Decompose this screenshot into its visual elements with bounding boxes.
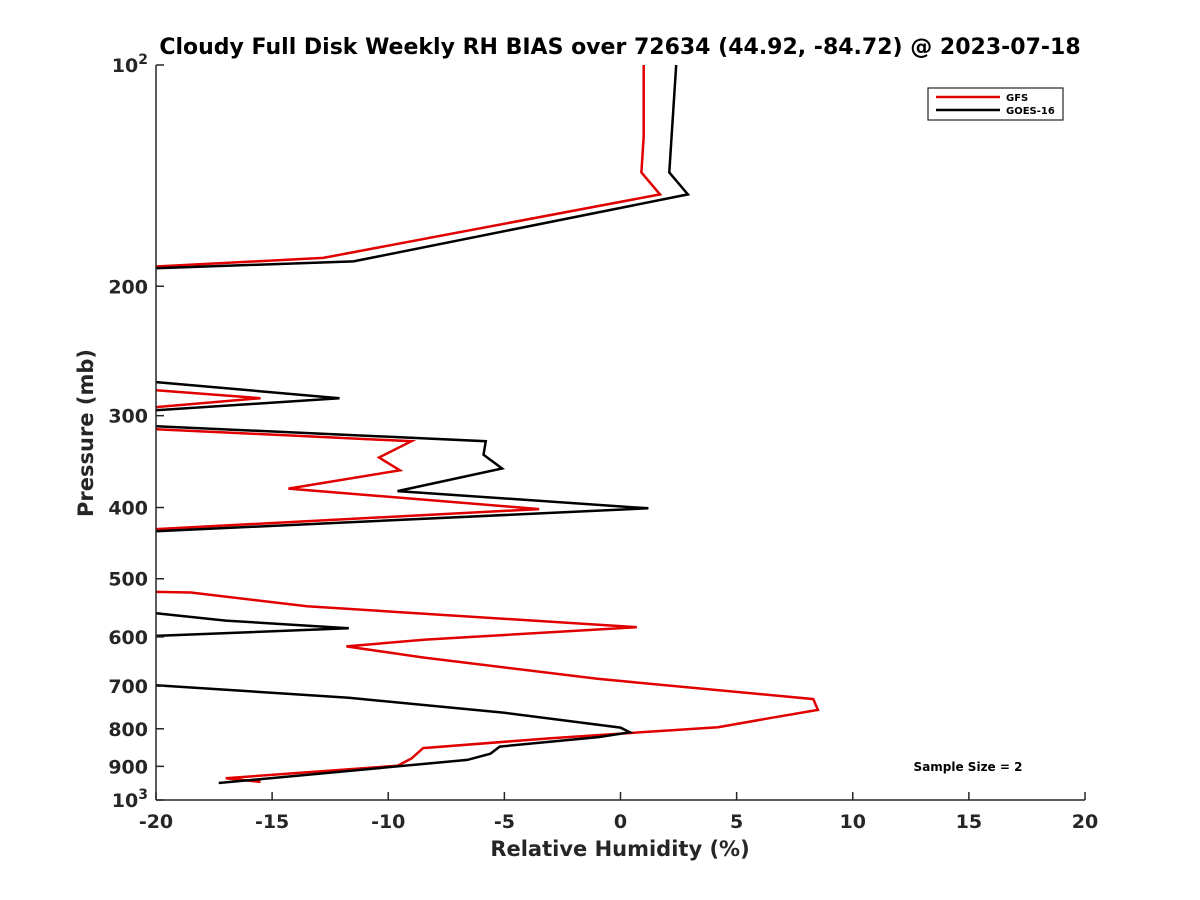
y-tick-label: 200 [108,276,148,298]
x-tick-label: -20 [139,811,173,833]
series-goes16-line-4 [155,683,634,785]
y-tick-label: 800 [108,719,148,741]
x-tick-label: 10 [840,811,866,833]
chart-title: Cloudy Full Disk Weekly RH BIAS over 726… [159,35,1080,60]
x-axis-label: Relative Humidity (%) [490,837,749,861]
legend-label-goes16: GOES-16 [1006,106,1055,117]
y-tick-label: 300 [108,406,148,428]
y-tick-label: 600 [108,627,148,649]
plot-lines [155,64,820,785]
y-axis-label: Pressure (mb) [74,349,98,517]
y-tick-label: 900 [108,756,148,778]
series-goes16-line-0 [155,64,691,270]
y-tick-label: 700 [108,676,148,698]
x-tick-label: 5 [730,811,743,833]
y-tick-label: 400 [108,498,148,520]
series-goes16-line-3 [155,611,349,638]
sample-size-annotation: Sample Size = 2 [914,760,1023,774]
series-goes16-line-2 [155,424,649,533]
x-axis-ticks: -20 -15 -10 -5 0 5 10 15 20 [139,792,1098,833]
series-gfs-line-3 [155,590,820,784]
x-tick-label: -5 [494,811,515,833]
y-tick-exponent: 3 [138,787,148,803]
y-tick-label: 102 [112,52,148,77]
y-tick-label: 103 [112,787,148,812]
y-axis-ticks: 102 200 300 400 500 600 700 800 900 103 [108,52,164,812]
y-tick-exponent: 2 [138,52,148,68]
x-tick-label: -15 [255,811,289,833]
x-tick-label: -10 [371,811,405,833]
x-tick-label: 15 [956,811,982,833]
legend-label-gfs: GFS [1006,93,1028,104]
series-gfs-line-0 [155,65,663,268]
legend-box [927,87,1064,121]
series-goes16-line-1 [155,380,340,412]
x-tick-label: 0 [614,811,627,833]
legend: GFS GOES-16 [927,87,1064,121]
y-tick-label: 500 [108,569,148,591]
x-tick-label: 20 [1072,811,1098,833]
series-gfs-line-2 [155,427,540,531]
series-gfs-line-1 [155,388,261,409]
